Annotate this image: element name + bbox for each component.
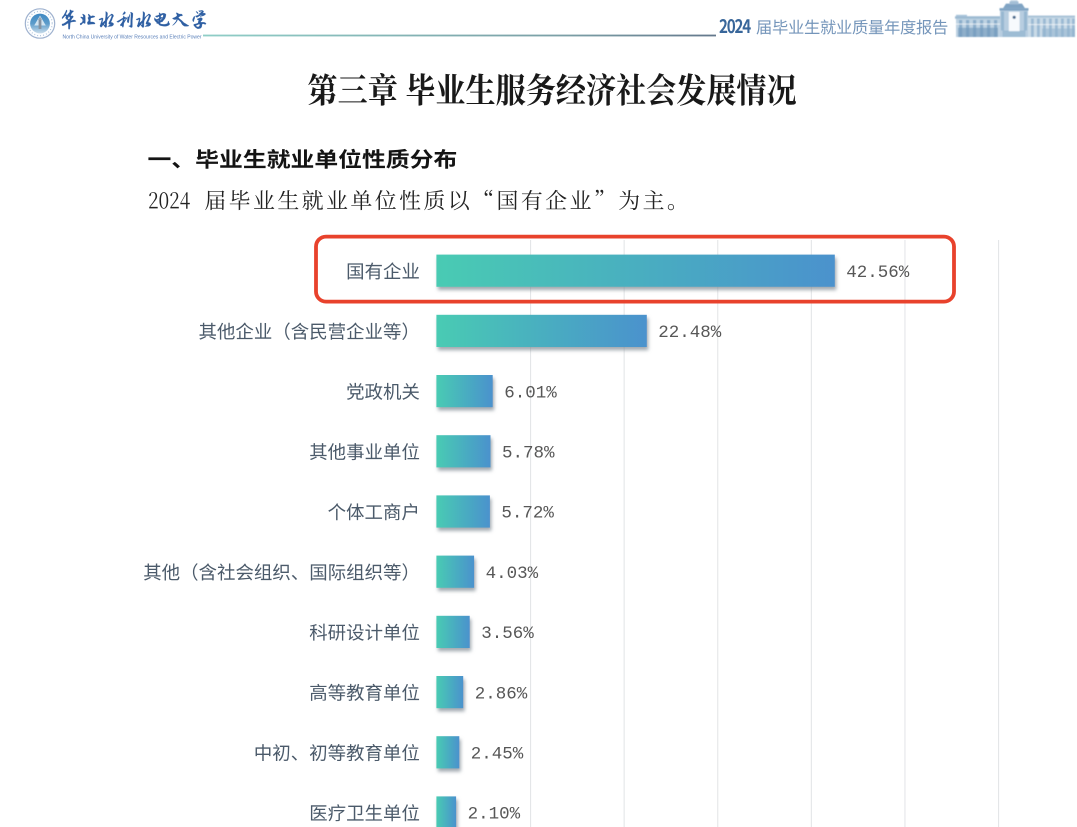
svg-text:3.56%: 3.56% xyxy=(481,624,534,644)
svg-text:North China University of Wate: North China University of Water Resource… xyxy=(63,35,202,41)
svg-text:4.03%: 4.03% xyxy=(486,564,539,584)
svg-text:6.01%: 6.01% xyxy=(504,383,557,403)
svg-text:5.72%: 5.72% xyxy=(501,504,554,524)
svg-text:2.10%: 2.10% xyxy=(468,805,521,825)
svg-text:22.48%: 22.48% xyxy=(658,323,722,343)
svg-text:5.78%: 5.78% xyxy=(502,444,555,464)
svg-text:42.56%: 42.56% xyxy=(846,263,910,283)
svg-text:2.86%: 2.86% xyxy=(475,684,528,704)
svg-text:2.45%: 2.45% xyxy=(471,745,524,765)
